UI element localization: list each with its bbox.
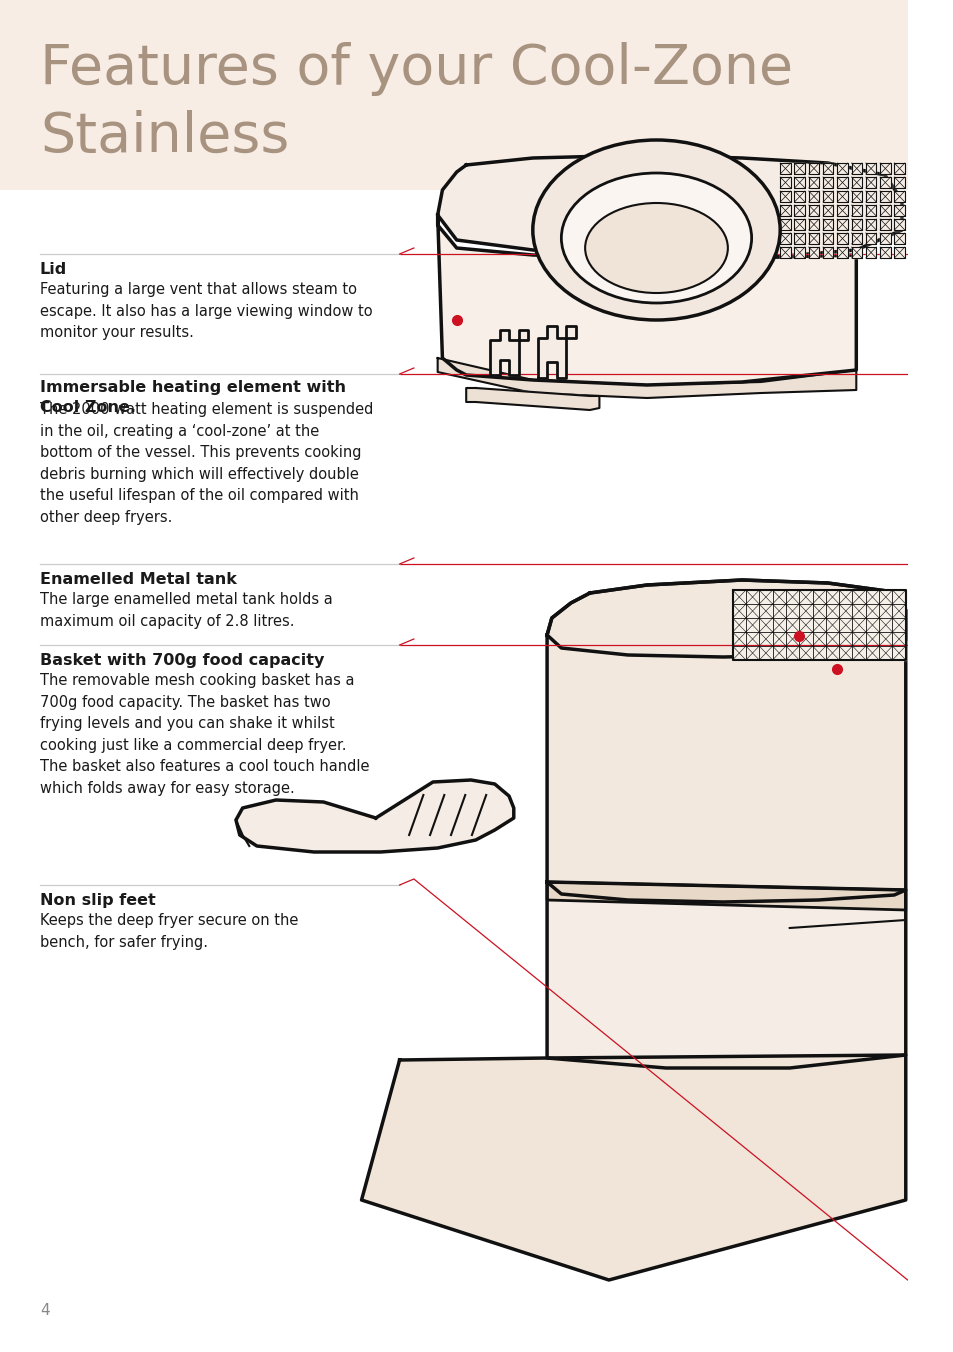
Polygon shape xyxy=(546,580,904,902)
Polygon shape xyxy=(893,191,903,201)
Polygon shape xyxy=(880,247,889,258)
Polygon shape xyxy=(235,780,514,852)
Polygon shape xyxy=(837,206,847,216)
Polygon shape xyxy=(893,233,903,243)
Polygon shape xyxy=(822,206,833,216)
Polygon shape xyxy=(437,215,856,385)
Polygon shape xyxy=(893,206,903,216)
Polygon shape xyxy=(893,164,903,174)
Bar xyxy=(0,0,906,191)
Polygon shape xyxy=(880,233,889,243)
Text: Immersable heating element with
Cool Zone.: Immersable heating element with Cool Zon… xyxy=(40,380,346,415)
Polygon shape xyxy=(893,219,903,230)
Polygon shape xyxy=(851,206,862,216)
Polygon shape xyxy=(780,177,790,188)
Polygon shape xyxy=(851,177,862,188)
Polygon shape xyxy=(851,164,862,174)
Polygon shape xyxy=(808,177,819,188)
Polygon shape xyxy=(546,580,904,657)
Polygon shape xyxy=(808,219,819,230)
Polygon shape xyxy=(837,247,847,258)
Polygon shape xyxy=(822,177,833,188)
Text: Stainless: Stainless xyxy=(40,110,289,164)
Polygon shape xyxy=(837,233,847,243)
Polygon shape xyxy=(851,191,862,201)
Polygon shape xyxy=(893,247,903,258)
Polygon shape xyxy=(808,206,819,216)
Polygon shape xyxy=(537,326,575,379)
Text: 4: 4 xyxy=(40,1303,50,1318)
Polygon shape xyxy=(780,164,790,174)
Polygon shape xyxy=(466,388,598,410)
Polygon shape xyxy=(780,233,790,243)
Text: Non slip feet: Non slip feet xyxy=(40,894,155,909)
Polygon shape xyxy=(880,164,889,174)
Polygon shape xyxy=(732,589,904,660)
Polygon shape xyxy=(794,177,804,188)
Polygon shape xyxy=(808,233,819,243)
Polygon shape xyxy=(361,1055,904,1280)
Polygon shape xyxy=(893,177,903,188)
Ellipse shape xyxy=(532,141,780,320)
Polygon shape xyxy=(780,219,790,230)
Polygon shape xyxy=(822,233,833,243)
Polygon shape xyxy=(490,330,528,375)
Ellipse shape xyxy=(584,203,727,293)
Text: Basket with 700g food capacity: Basket with 700g food capacity xyxy=(40,653,324,668)
Polygon shape xyxy=(865,233,876,243)
Polygon shape xyxy=(865,164,876,174)
Polygon shape xyxy=(794,206,804,216)
Polygon shape xyxy=(794,247,804,258)
Polygon shape xyxy=(780,191,790,201)
Polygon shape xyxy=(822,219,833,230)
Polygon shape xyxy=(851,247,862,258)
Polygon shape xyxy=(865,247,876,258)
Polygon shape xyxy=(794,219,804,230)
Polygon shape xyxy=(837,177,847,188)
Polygon shape xyxy=(808,247,819,258)
Polygon shape xyxy=(780,247,790,258)
Polygon shape xyxy=(822,247,833,258)
Text: Featuring a large vent that allows steam to
escape. It also has a large viewing : Featuring a large vent that allows steam… xyxy=(40,283,373,341)
Polygon shape xyxy=(851,219,862,230)
Polygon shape xyxy=(808,164,819,174)
Polygon shape xyxy=(546,882,904,1068)
Polygon shape xyxy=(865,191,876,201)
Text: Features of your Cool-Zone: Features of your Cool-Zone xyxy=(40,42,792,96)
Polygon shape xyxy=(865,219,876,230)
Polygon shape xyxy=(808,191,819,201)
Ellipse shape xyxy=(560,173,751,303)
Polygon shape xyxy=(794,233,804,243)
Text: The removable mesh cooking basket has a
700g food capacity. The basket has two
f: The removable mesh cooking basket has a … xyxy=(40,673,369,796)
Polygon shape xyxy=(851,233,862,243)
Polygon shape xyxy=(794,164,804,174)
Polygon shape xyxy=(780,206,790,216)
Polygon shape xyxy=(880,219,889,230)
Polygon shape xyxy=(546,882,904,910)
Polygon shape xyxy=(865,206,876,216)
Polygon shape xyxy=(837,164,847,174)
Polygon shape xyxy=(437,358,856,397)
Polygon shape xyxy=(822,191,833,201)
Polygon shape xyxy=(880,206,889,216)
Polygon shape xyxy=(837,191,847,201)
Polygon shape xyxy=(880,177,889,188)
Text: Lid: Lid xyxy=(40,262,67,277)
Polygon shape xyxy=(437,155,901,258)
Text: The large enamelled metal tank holds a
maximum oil capacity of 2.8 litres.: The large enamelled metal tank holds a m… xyxy=(40,592,333,629)
Polygon shape xyxy=(794,191,804,201)
Text: Keeps the deep fryer secure on the
bench, for safer frying.: Keeps the deep fryer secure on the bench… xyxy=(40,913,298,949)
Text: The 2000 watt heating element is suspended
in the oil, creating a ‘cool-zone’ at: The 2000 watt heating element is suspend… xyxy=(40,402,373,525)
Polygon shape xyxy=(837,219,847,230)
Polygon shape xyxy=(822,164,833,174)
Polygon shape xyxy=(865,177,876,188)
Text: Enamelled Metal tank: Enamelled Metal tank xyxy=(40,572,236,587)
Polygon shape xyxy=(880,191,889,201)
